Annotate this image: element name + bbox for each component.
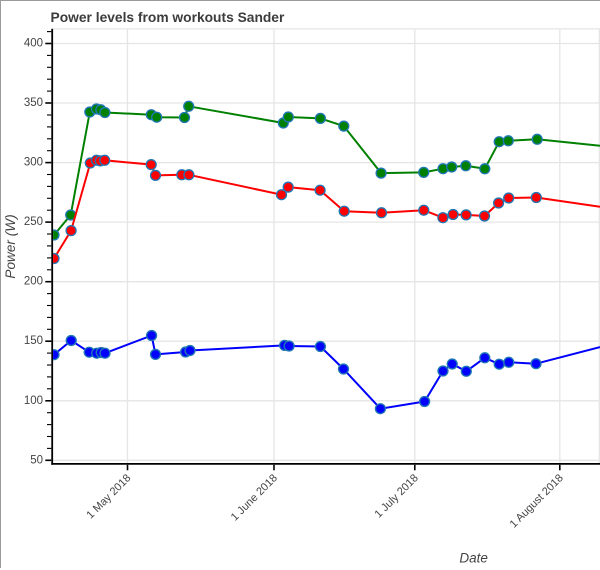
svg-text:Power (W): Power (W) bbox=[3, 214, 18, 278]
svg-text:150: 150 bbox=[24, 335, 43, 347]
svg-text:100: 100 bbox=[24, 395, 43, 407]
svg-text:200: 200 bbox=[24, 276, 43, 288]
svg-text:250: 250 bbox=[24, 216, 43, 228]
svg-text:Date: Date bbox=[459, 551, 488, 566]
svg-text:400: 400 bbox=[24, 38, 43, 50]
svg-text:50: 50 bbox=[30, 454, 43, 466]
svg-text:350: 350 bbox=[24, 97, 43, 109]
svg-text:300: 300 bbox=[24, 157, 43, 169]
svg-text:Power levels from workouts San: Power levels from workouts Sander bbox=[51, 10, 285, 25]
